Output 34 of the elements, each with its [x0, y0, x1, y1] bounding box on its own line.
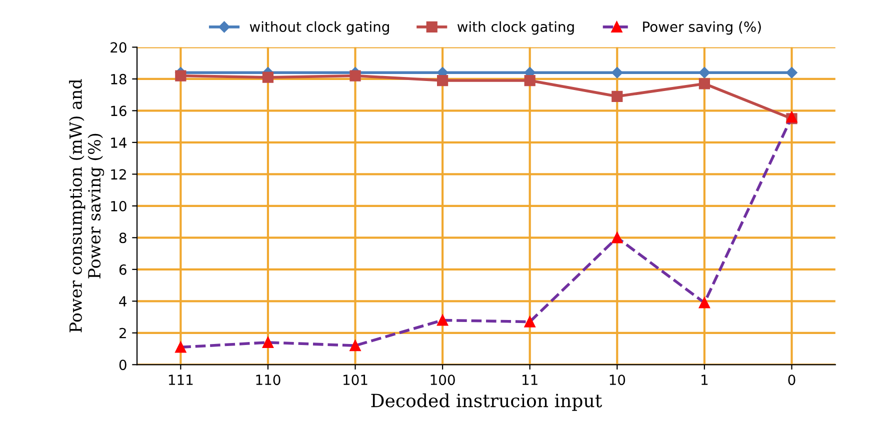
- y-tick-label: 16: [111, 106, 126, 116]
- x-tick-label: 110: [256, 374, 280, 386]
- x-tick-label: 111: [168, 374, 193, 385]
- y-tick-label: 14: [111, 138, 127, 148]
- y-tick-label: 2: [119, 328, 126, 338]
- y-tick-label: 6: [119, 264, 126, 275]
- y-tick-label: 12: [111, 169, 126, 180]
- point: [262, 72, 274, 83]
- point: [612, 66, 623, 78]
- point: [175, 70, 186, 82]
- point: [698, 78, 710, 90]
- x-tick-label: 11: [522, 374, 538, 385]
- point: [436, 74, 448, 86]
- y-axis-title: Power consumption (mW) and Power saving (%): [69, 79, 104, 332]
- y-tick-label: 4: [119, 296, 127, 306]
- point: [350, 70, 361, 82]
- y-tick-label: 0: [119, 360, 126, 370]
- point: [786, 66, 798, 78]
- x-tick-label: 0: [788, 374, 796, 386]
- legend-label: Power saving (%): [643, 21, 761, 35]
- x-axis-title: Decoded instrucion input: [371, 393, 602, 411]
- y-tick-label: 20: [110, 42, 126, 53]
- y-tick-label: 10: [111, 200, 126, 212]
- legend-label: with clock gating: [457, 21, 574, 35]
- legend-label: without clock gating: [250, 21, 389, 35]
- x-tick-label: 1: [702, 374, 708, 385]
- y-tick-label: 18: [111, 74, 126, 84]
- x-tick-label: 10: [610, 374, 626, 386]
- x-tick-label: 101: [344, 374, 368, 386]
- x-tick-label: 100: [430, 374, 455, 386]
- point: [612, 90, 623, 102]
- point: [698, 66, 710, 78]
- point: [524, 74, 536, 86]
- y-tick-label: 8: [119, 232, 126, 244]
